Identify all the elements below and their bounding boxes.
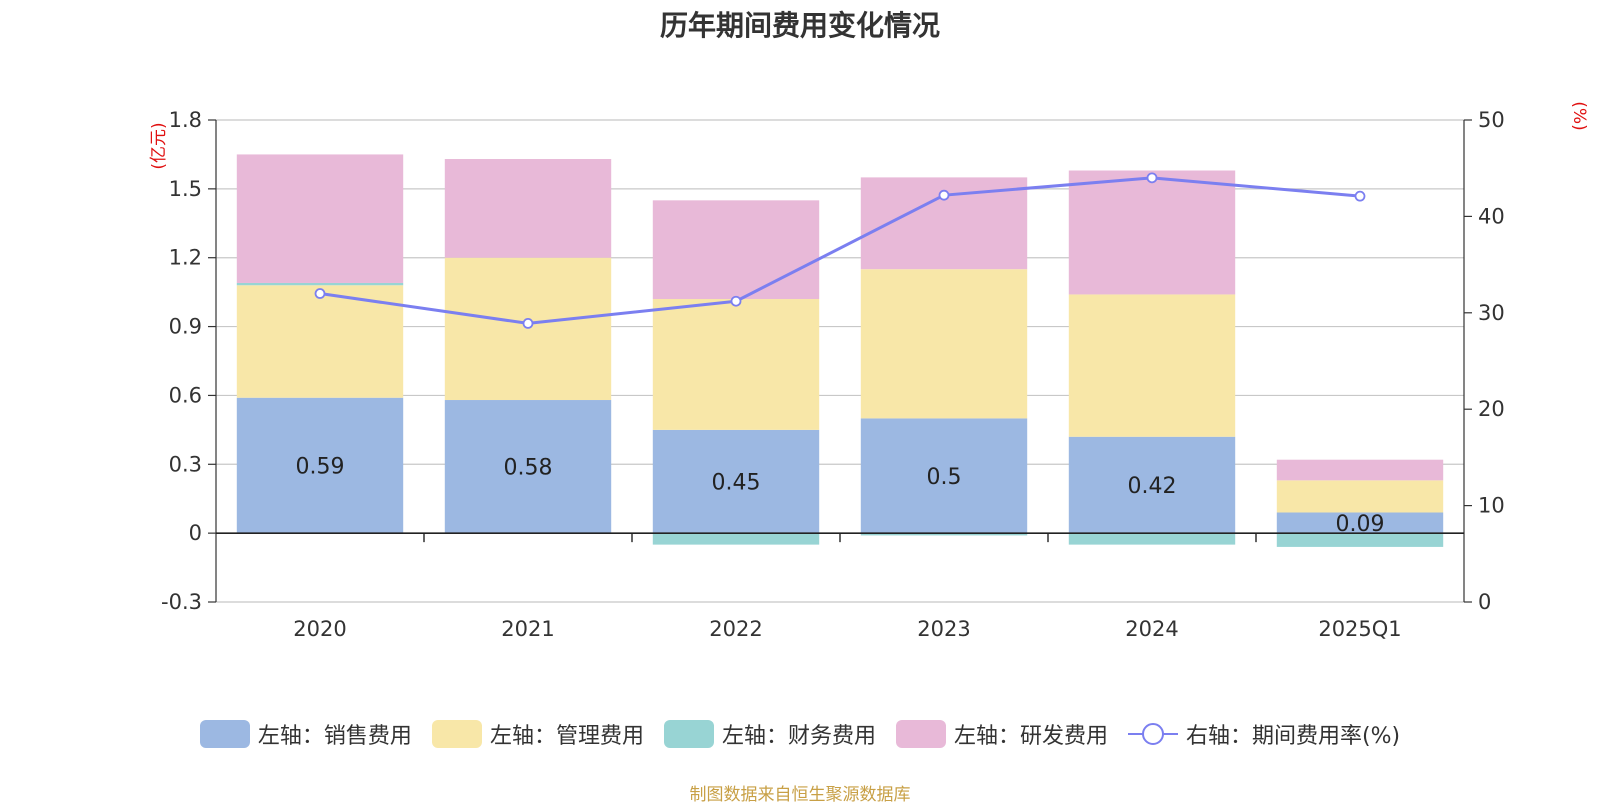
legend-label: 左轴：管理费用: [489, 724, 644, 749]
bar-2021: [444, 400, 612, 534]
legend-item[interactable]: 左轴：管理费用: [431, 718, 644, 750]
left-axis-tick-label: 1.2: [169, 246, 202, 270]
legend: 左轴：销售费用 左轴：管理费用 左轴：财务费用 左轴：研发费用 右轴：期间费用率(%): [0, 718, 1600, 750]
left-axis-tick-label: 0.3: [169, 452, 202, 476]
bar-2021: [444, 159, 612, 258]
legend-swatch: [663, 720, 714, 748]
bar-2024: [1068, 170, 1236, 295]
bar-2022: [652, 299, 820, 430]
bar-data-label: 0.5: [927, 465, 962, 490]
bar-2023: [860, 269, 1028, 419]
legend-swatch: [895, 720, 946, 748]
x-axis-label: 2022: [709, 617, 762, 641]
left-axis-tick-label: 0: [189, 521, 202, 545]
legend-swatch: [431, 720, 482, 748]
right-axis-tick-label: 20: [1478, 397, 1505, 421]
chart-title: 历年期间费用变化情况: [659, 9, 940, 42]
legend-item[interactable]: 左轴：销售费用: [199, 718, 412, 750]
legend-line-marker: [1127, 720, 1178, 748]
right-axis-tick-label: 0: [1478, 590, 1491, 614]
bar-data-label: 0.09: [1336, 512, 1385, 537]
left-axis-tick-label: 1.8: [169, 108, 202, 132]
bar-data-label: 0.59: [296, 454, 345, 479]
legend-label: 左轴：财务费用: [721, 724, 876, 749]
bar-2025Q1: [1276, 512, 1444, 534]
legend-label: 左轴：研发费用: [953, 724, 1108, 749]
bar-data-label: 0.45: [712, 471, 761, 496]
left-axis-tick-label: 0.6: [169, 383, 202, 407]
bar-2020: [236, 154, 404, 283]
x-axis-label: 2023: [917, 617, 970, 641]
legend-label: 左轴：销售费用: [257, 724, 412, 749]
expense-rate-point: [730, 295, 742, 307]
legend-item[interactable]: 左轴：财务费用: [663, 718, 876, 750]
left-axis-unit: (亿元): [149, 122, 169, 169]
left-axis-tick-label: 1.5: [169, 177, 202, 201]
labels-layer: 0.59 0.58 0.45 0.5 0.42 0.09: [296, 454, 1385, 536]
x-axis-label: 2025Q1: [1318, 617, 1401, 641]
x-axis-label: 2020: [293, 617, 346, 641]
legend-item[interactable]: 左轴：研发费用: [895, 718, 1108, 750]
bar-2020: [236, 282, 404, 286]
bar-2024: [1068, 533, 1236, 545]
left-axis-tick-label: -0.3: [161, 590, 202, 614]
bar-2021: [444, 257, 612, 401]
bars-layer: [236, 154, 1444, 547]
right-axis-tick-label: 50: [1478, 108, 1505, 132]
right-axis-tick-label: 40: [1478, 204, 1505, 228]
right-axis-unit: (%): [1569, 101, 1589, 130]
bar-2022: [652, 429, 820, 534]
expense-rate-point: [522, 318, 534, 329]
line-layer: [314, 172, 1366, 329]
expense-rate-point: [1354, 190, 1366, 202]
x-axis-label: 2024: [1125, 617, 1178, 641]
bar-2022: [652, 200, 820, 300]
bar-2020: [236, 285, 404, 398]
legend-label: 右轴：期间费用率(%): [1185, 724, 1401, 749]
bar-2023: [860, 418, 1028, 534]
axes-layer: -0.3 0 0.3 0.6 0.9 1.2 1.5 1.8 0 10 20 30 40 50 (亿元) (%…: [149, 101, 1589, 641]
bar-2022: [652, 533, 820, 545]
bar-2024: [1068, 436, 1236, 534]
bar-2024: [1068, 294, 1236, 437]
bar-2025Q1: [1276, 533, 1444, 547]
bar-2025Q1: [1276, 459, 1444, 481]
bar-2020: [236, 397, 404, 534]
x-axis-label: 2021: [501, 617, 554, 641]
expense-rate-line: [319, 176, 1361, 325]
expense-rate-point: [314, 288, 326, 299]
right-axis-tick-label: 30: [1478, 301, 1505, 325]
legend-swatch: [199, 720, 250, 748]
bar-data-label: 0.58: [504, 456, 553, 481]
expense-rate-point: [938, 189, 950, 201]
right-axis-tick-label: 10: [1478, 494, 1505, 518]
bar-2023: [860, 533, 1028, 536]
bar-data-label: 0.42: [1128, 474, 1177, 499]
bar-2025Q1: [1276, 480, 1444, 513]
expense-rate-point: [1146, 172, 1158, 184]
left-axis-tick-label: 0.9: [169, 315, 202, 339]
legend-item[interactable]: 右轴：期间费用率(%): [1127, 718, 1401, 750]
source-note: 制图数据来自恒生聚源数据库: [689, 785, 911, 805]
